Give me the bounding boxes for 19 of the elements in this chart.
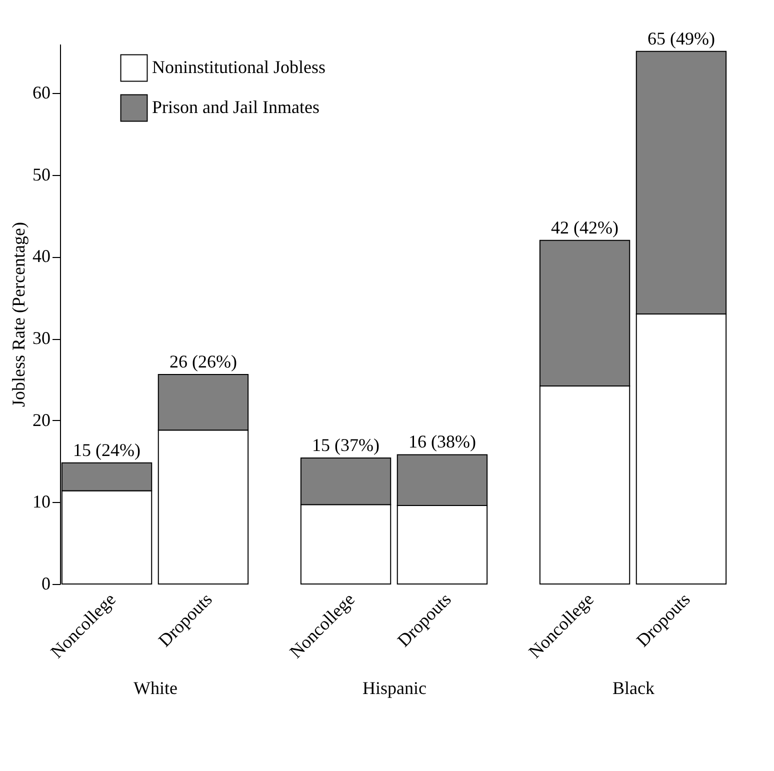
y-axis-title: Jobless Rate (Percentage) bbox=[8, 222, 28, 407]
y-tick-label: 20 bbox=[32, 410, 50, 430]
y-tick-label: 60 bbox=[32, 82, 50, 103]
total-label: 16 (38%) bbox=[408, 432, 476, 452]
total-label: 15 (37%) bbox=[312, 435, 380, 455]
y-tick-label: 10 bbox=[32, 492, 50, 512]
total-label: 65 (49%) bbox=[647, 28, 715, 48]
y-tick-label: 50 bbox=[32, 164, 50, 184]
legend-label: Noninstitutional Jobless bbox=[152, 57, 326, 77]
y-tick-label: 30 bbox=[32, 328, 50, 348]
total-label: 26 (26%) bbox=[169, 352, 237, 372]
total-label: 15 (24%) bbox=[73, 440, 141, 460]
text: Black bbox=[612, 678, 654, 698]
text: Hispanic bbox=[362, 678, 427, 698]
y-tick-label: 40 bbox=[32, 246, 50, 266]
y-tick-label: 0 bbox=[42, 574, 50, 594]
text: White bbox=[134, 678, 178, 698]
total-label: 42 (42%) bbox=[551, 217, 619, 238]
legend-label: Prison and Jail Inmates bbox=[152, 97, 320, 117]
